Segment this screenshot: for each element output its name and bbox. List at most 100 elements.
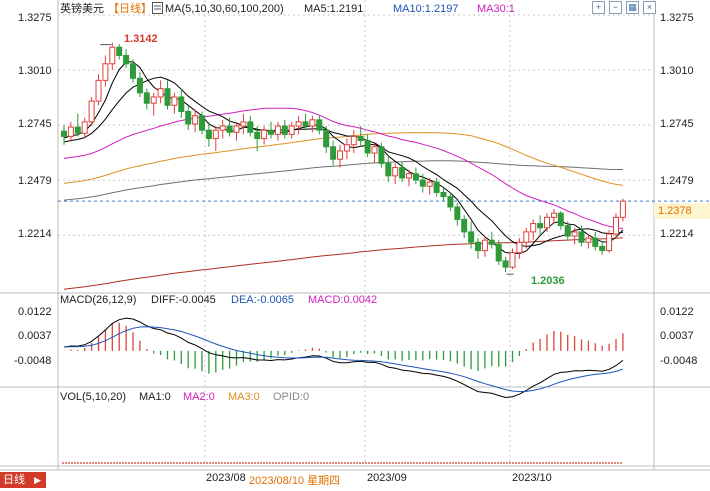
high-annotation: 1.3142	[124, 33, 158, 45]
macd-dea-line	[63, 326, 624, 393]
candle-body	[143, 92, 150, 104]
candle-body	[212, 129, 219, 139]
candle	[247, 115, 254, 137]
grid-icon[interactable]: ▦	[626, 1, 639, 14]
candle	[385, 157, 392, 183]
macd-tick-left: 0.0122	[18, 306, 52, 318]
candle	[274, 121, 281, 141]
candle-body	[316, 119, 323, 131]
candle-body	[440, 191, 447, 198]
candle	[212, 126, 219, 151]
candle	[323, 126, 330, 154]
time-label: 2023/08	[206, 472, 246, 484]
price-tick-right: 1.2745	[660, 118, 694, 130]
candle	[130, 59, 136, 83]
price-tick-left: 1.3275	[18, 12, 52, 24]
candle-body	[88, 100, 95, 123]
period-switch-button[interactable]: 日线 ▶	[0, 472, 46, 488]
macd-params[interactable]: MACD(26,12,9)	[60, 294, 137, 306]
candle-body	[123, 54, 130, 65]
candle-body	[419, 179, 426, 187]
zoom-out-icon[interactable]: −	[609, 1, 622, 14]
candle-body	[136, 77, 143, 94]
ma200-line	[63, 237, 623, 290]
candle	[433, 177, 440, 197]
candle-body	[288, 125, 295, 135]
ma10-line	[63, 76, 623, 247]
candle	[419, 173, 426, 193]
price-tick-right: 1.2214	[660, 228, 694, 240]
ma30-line	[63, 107, 623, 229]
candle	[426, 177, 433, 195]
candle	[185, 105, 192, 131]
candle	[544, 213, 550, 232]
candle	[261, 126, 268, 145]
price-tick-right: 1.3010	[660, 65, 694, 77]
candle-body	[205, 129, 212, 139]
macd-tick-left: 0.0037	[18, 330, 52, 342]
candle	[495, 240, 502, 266]
candle	[412, 167, 419, 185]
candlestick-layer	[61, 42, 626, 275]
candle-body	[61, 130, 67, 137]
candle	[468, 221, 475, 249]
candle-body	[171, 96, 178, 106]
price-tick-right: 1.3275	[660, 12, 694, 24]
macd-value: MACD:0.0042	[308, 294, 378, 306]
candle	[295, 115, 302, 135]
candle	[475, 238, 481, 259]
candle	[371, 142, 378, 164]
candle-body	[564, 225, 571, 237]
zoom-in-icon[interactable]: +	[592, 1, 605, 14]
candle	[357, 126, 364, 147]
candle	[502, 256, 509, 273]
moving-average-layer	[63, 61, 624, 290]
candle-body	[537, 223, 544, 229]
macd-tick-right: 0.0037	[660, 330, 694, 342]
current-price-tag: 1.2378	[654, 203, 710, 219]
candle-body	[495, 243, 502, 262]
ma-settings-label[interactable]: MA(5,10,30,60,100,200)	[165, 3, 284, 15]
candle-body	[337, 150, 343, 160]
candle-body	[447, 196, 454, 208]
candle-body	[378, 146, 385, 164]
candle-body	[619, 200, 626, 218]
candle-body	[116, 46, 123, 56]
candle	[268, 121, 274, 139]
candle	[606, 229, 613, 253]
vol-ma2: MA2:0	[183, 391, 215, 403]
candle	[585, 233, 592, 249]
candle-body	[599, 245, 606, 252]
candle	[364, 134, 371, 158]
candle-body	[454, 206, 461, 220]
ma5-value: MA5:1.2191	[304, 3, 364, 15]
candle	[343, 138, 350, 160]
candle	[578, 225, 585, 247]
vol-params[interactable]: VOL(5,10,20)	[60, 391, 127, 403]
candle-body	[102, 63, 109, 81]
candle-body	[364, 140, 371, 154]
candle	[537, 215, 544, 234]
candle-body	[81, 121, 88, 134]
vol-ma1: MA1:0	[139, 391, 171, 403]
candle-body	[178, 96, 185, 113]
candle	[157, 80, 164, 104]
candle-body	[185, 111, 192, 125]
candle	[399, 161, 406, 183]
close-icon[interactable]: ×	[643, 1, 656, 14]
candle	[61, 125, 67, 145]
candle	[81, 117, 88, 139]
info-icon[interactable]	[152, 2, 163, 18]
candle	[330, 140, 337, 166]
macd-tick-right: -0.0048	[660, 355, 698, 367]
candle-body	[488, 239, 495, 245]
candle	[109, 42, 116, 70]
candle	[281, 119, 288, 139]
period-tag[interactable]: 【日线】	[108, 3, 152, 15]
candle-body	[557, 212, 564, 227]
candle	[447, 192, 454, 212]
vol-opid: OPID:0	[273, 391, 310, 403]
candle	[67, 121, 74, 142]
